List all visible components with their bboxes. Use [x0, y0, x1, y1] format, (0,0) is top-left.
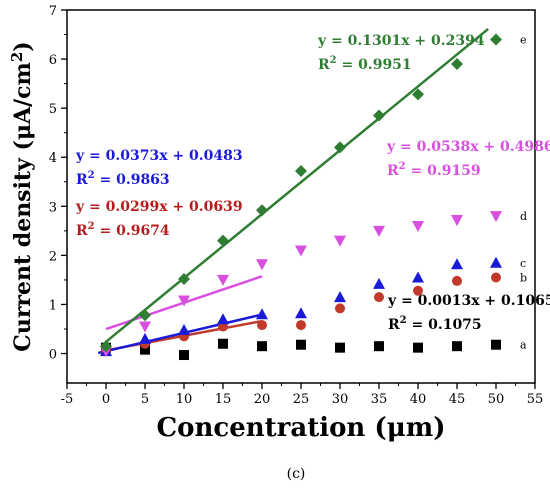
x-tick-label: 5 [141, 392, 149, 407]
x-tick-label: 25 [293, 392, 310, 407]
x-tick-label: 50 [488, 392, 505, 407]
y-axis-label: Current density (μA/cm2) [8, 41, 36, 351]
equation-b: y = 0.0299x + 0.0639 R2 = 0.9674 [75, 199, 243, 239]
data-point-a [335, 342, 345, 353]
data-point-c [334, 291, 346, 303]
x-axis-label: Concentration (μm) [156, 413, 445, 443]
y-tick-label: 5 [49, 102, 57, 117]
data-point-a [413, 342, 423, 353]
data-point-c [490, 256, 502, 268]
data-point-e [334, 141, 346, 154]
r2-text-a: R2 = 0.1075 [388, 315, 482, 333]
data-point-c [178, 323, 190, 335]
fit-line-e [105, 27, 489, 343]
data-point-d [490, 211, 502, 223]
data-point-a [296, 339, 306, 350]
data-point-c [295, 307, 307, 319]
x-tick-label: 0 [102, 392, 110, 407]
data-point-b [296, 320, 306, 331]
data-point-e [295, 164, 307, 177]
data-point-a [257, 341, 267, 352]
equation-text-b: y = 0.0299x + 0.0639 [75, 199, 243, 215]
data-point-d [139, 321, 151, 333]
equation-d: y = 0.0538x + 0.4986 R2 = 0.9159 [386, 139, 550, 179]
x-tick-label: 35 [371, 392, 388, 407]
equation-e: y = 0.1301x + 0.2394 R2 = 0.9951 [317, 33, 485, 73]
data-point-c [373, 277, 385, 289]
y-tick-label: 6 [49, 53, 57, 68]
data-point-c [451, 258, 463, 270]
y-tick-label: 4 [49, 151, 57, 166]
data-point-d [373, 225, 385, 237]
data-point-e [490, 33, 502, 46]
data-point-b [452, 275, 462, 286]
data-point-b [257, 320, 267, 331]
x-tick-label: 45 [449, 392, 466, 407]
x-tick-label: -5 [61, 392, 74, 407]
data-point-e [100, 340, 112, 353]
data-point-c [256, 308, 268, 320]
data-point-c [217, 313, 229, 325]
series-tag-a: a [520, 339, 527, 352]
data-point-e [217, 234, 229, 247]
data-point-e [451, 57, 463, 70]
r2-text-c: R2 = 0.9863 [76, 170, 170, 188]
x-tick-label: 30 [332, 392, 349, 407]
data-point-a [491, 339, 501, 350]
y-tick-label: 1 [49, 298, 57, 313]
equation-a: y = 0.0013x + 0.1065 R2 = 0.1075 [387, 293, 550, 333]
data-point-a [140, 344, 150, 355]
data-point-d [334, 235, 346, 247]
data-point-d [295, 245, 307, 257]
series-tag-c: c [520, 257, 526, 270]
equation-c: y = 0.0373x + 0.0483 R2 = 0.9863 [75, 148, 243, 188]
data-point-a [374, 341, 384, 352]
equation-text-e: y = 0.1301x + 0.2394 [317, 33, 485, 49]
data-point-e [373, 109, 385, 122]
x-tick-label: 10 [176, 392, 193, 407]
equation-text-d: y = 0.0538x + 0.4986 [386, 139, 550, 155]
series-tag-b: b [520, 271, 527, 284]
data-point-e [412, 88, 424, 101]
data-point-a [218, 338, 228, 349]
series-tag-e: e [520, 33, 527, 46]
data-point-b [335, 303, 345, 314]
data-point-e [178, 272, 190, 285]
x-tick-label: 20 [254, 392, 271, 407]
data-point-a [452, 341, 462, 352]
data-point-d [217, 274, 229, 286]
data-point-d [412, 220, 424, 232]
r2-text-d: R2 = 0.9159 [387, 161, 481, 179]
data-point-b [374, 292, 384, 303]
r2-text-e: R2 = 0.9951 [318, 55, 412, 73]
data-point-a [179, 350, 189, 361]
data-point-d [451, 215, 463, 227]
data-point-d [178, 295, 190, 307]
y-tick-label: 0 [49, 348, 57, 363]
data-point-c [412, 271, 424, 283]
r2-text-b: R2 = 0.9674 [76, 221, 170, 239]
data-point-b [491, 272, 501, 283]
data-point-d [256, 259, 268, 271]
y-tick-label: 7 [49, 4, 57, 19]
data-point-e [139, 309, 151, 322]
x-tick-label: 15 [215, 392, 232, 407]
x-tick-label: 55 [527, 392, 544, 407]
data-point-b [413, 285, 423, 296]
data-point-e [256, 204, 268, 217]
series-tag-d: d [520, 210, 527, 223]
y-tick-label: 2 [49, 249, 57, 264]
equation-text-a: y = 0.0013x + 0.1065 [387, 293, 550, 309]
y-tick-label: 3 [49, 200, 57, 215]
equation-text-c: y = 0.0373x + 0.0483 [75, 148, 243, 164]
panel-label: (c) [287, 466, 306, 482]
x-tick-label: 40 [410, 392, 427, 407]
data-point-c [139, 332, 151, 344]
